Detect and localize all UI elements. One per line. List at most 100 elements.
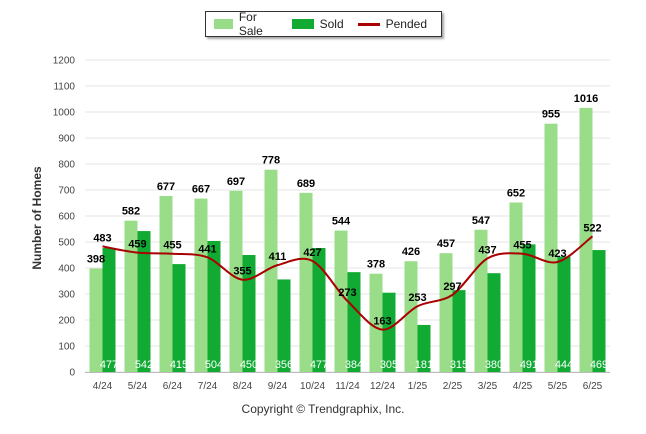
bar-for-sale [439,253,453,372]
x-tick-label: 8/24 [233,381,253,392]
legend: For Sale Sold Pended [205,10,442,38]
data-label-sold: 415 [170,359,188,371]
data-label-sold: 542 [135,359,153,371]
data-label-sold: 477 [310,359,328,371]
data-label-for-sale: 582 [122,206,140,218]
data-label-for-sale: 778 [262,155,280,167]
data-label-sold: 477 [100,359,118,371]
bar-for-sale [544,123,558,372]
legend-item-pended: Pended [357,17,427,31]
x-tick-label: 3/25 [478,381,498,392]
y-tick-label: 600 [58,212,75,223]
data-label-sold: 356 [275,359,293,371]
bar-sold [382,292,396,372]
bar-for-sale [404,261,418,372]
legend-item-sold: Sold [291,17,344,31]
y-tick-label: 500 [58,238,75,249]
bar-for-sale [509,202,523,372]
data-label-sold: 384 [345,359,363,371]
bar-for-sale [124,220,138,372]
x-tick-label: 4/24 [93,381,113,392]
y-tick-label: 100 [58,342,75,353]
x-tick-label: 12/24 [370,381,395,392]
data-label-pended: 441 [198,243,216,255]
legend-swatch-for-sale [214,19,233,29]
data-label-for-sale: 955 [542,109,560,121]
x-tick-label: 10/24 [300,381,325,392]
data-label-sold: 305 [380,359,398,371]
data-label-for-sale: 378 [367,259,385,271]
data-label-sold: 504 [205,359,223,371]
data-label-for-sale: 697 [227,176,245,188]
data-label-for-sale: 426 [402,246,420,258]
legend-label-pended: Pended [385,17,427,31]
y-tick-label: 700 [58,186,75,197]
data-label-for-sale: 1016 [574,93,598,105]
data-label-pended: 427 [303,247,321,259]
data-label-for-sale: 547 [472,215,490,227]
data-label-pended: 297 [443,281,461,293]
x-tick-label: 5/25 [548,381,568,392]
data-label-for-sale: 689 [297,178,315,190]
x-tick-label: 5/24 [128,381,148,392]
data-label-pended: 253 [408,292,426,304]
bar-sold [522,244,536,372]
data-label-for-sale: 544 [332,216,351,228]
x-tick-label: 11/24 [335,381,360,392]
bar-sold [452,290,466,372]
data-label-for-sale: 652 [507,187,525,199]
y-tick-label: 900 [58,134,75,145]
bar-sold [242,255,256,372]
legend-item-for-sale: For Sale [214,10,278,38]
legend-swatch-sold [291,19,314,29]
bar-sold [347,272,361,372]
bar-sold [487,273,501,372]
bar-sold [312,247,326,372]
x-tick-label: 6/25 [583,381,603,392]
y-tick-label: 1100 [53,82,75,93]
y-tick-label: 400 [58,264,75,275]
x-tick-label: 4/25 [513,381,533,392]
bar-for-sale [264,169,278,372]
bar-sold [172,264,186,372]
x-tick-label: 7/24 [198,381,218,392]
legend-swatch-pended [357,22,380,26]
x-tick-label: 1/25 [408,381,428,392]
y-tick-label: 300 [58,290,75,301]
bar-for-sale [299,192,313,372]
bar-sold [207,240,221,372]
data-label-sold: 315 [450,359,468,371]
data-label-pended: 522 [583,222,601,234]
bar-sold [137,231,151,372]
bar-for-sale [194,198,208,372]
line-pended [102,235,594,331]
y-tick-label: 0 [69,368,75,379]
y-tick-label: 1200 [53,56,76,67]
data-label-sold: 181 [415,359,433,371]
bar-for-sale [369,273,383,372]
data-label-sold: 444 [555,359,573,371]
data-label-for-sale: 398 [87,254,105,266]
x-tick-label: 2/25 [443,381,463,392]
bar-sold [592,250,606,372]
copyright-text: Copyright © Trendgraphix, Inc. [241,402,405,416]
data-label-pended: 411 [269,251,287,263]
bar-sold [277,279,291,372]
data-label-pended: 355 [233,266,251,278]
data-label-pended: 455 [513,240,531,252]
data-label-for-sale: 677 [157,181,175,193]
data-label-sold: 491 [520,359,538,371]
bar-sold [102,247,116,372]
bar-sold [557,256,571,372]
y-tick-label: 800 [58,160,75,171]
bar-sold [417,324,431,372]
bar-for-sale [579,107,593,372]
data-label-pended: 455 [163,240,181,252]
data-label-pended: 437 [478,244,496,256]
y-tick-label: 200 [58,316,75,327]
y-axis-title: Number of Homes [30,166,44,270]
data-label-pended: 163 [373,316,391,328]
data-label-for-sale: 457 [437,238,455,250]
